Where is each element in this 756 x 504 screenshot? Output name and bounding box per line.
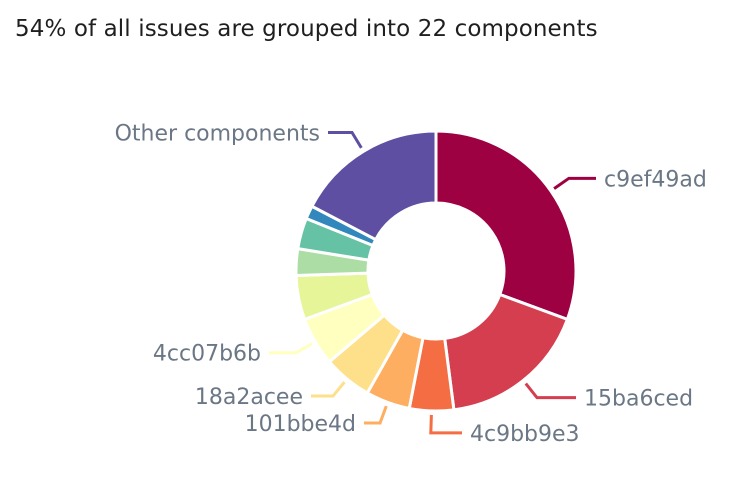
slice-label: 101bbe4d	[245, 412, 356, 437]
slice-label: 4c9bb9e3	[470, 422, 580, 447]
leader-line	[269, 342, 313, 355]
leader-line	[524, 382, 576, 400]
slice-label: Other components	[115, 121, 320, 146]
slice-15ba6ced[interactable]	[443, 292, 569, 412]
leader-line	[364, 405, 388, 425]
slice-label: 18a2acee	[195, 385, 303, 410]
leader-line	[429, 414, 462, 435]
slices-group	[294, 129, 578, 413]
leader-line	[311, 381, 346, 398]
slice-label: 4cc07b6b	[153, 342, 261, 367]
slice-Other components[interactable]	[310, 129, 438, 242]
chart-title: 54% of all issues are grouped into 22 co…	[15, 16, 598, 42]
leader-line	[328, 130, 363, 149]
leader-line	[553, 176, 596, 190]
slice-c9ef49ad[interactable]	[434, 129, 578, 321]
slice-label: c9ef49ad	[604, 167, 707, 192]
slice-label: 15ba6ced	[584, 387, 693, 412]
